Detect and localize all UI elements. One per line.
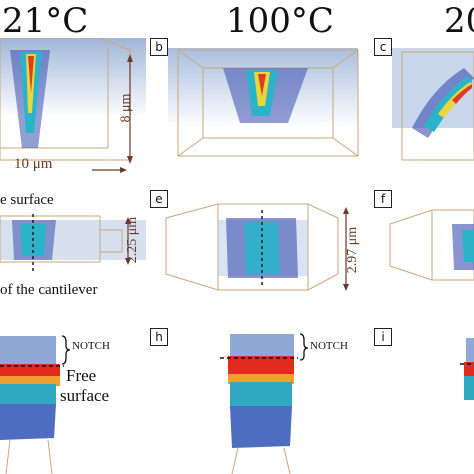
notch-annotation-g: NOTCH [72,340,110,352]
free-surface-annotation-line2: surface [60,386,110,405]
panel-f: f [372,190,474,310]
panel-label-i: i [374,328,392,346]
top-surface-annotation: e surface [0,192,54,208]
panel-i: i [372,328,474,474]
panel-label-c: c [374,38,392,56]
panel-label-b: b [150,38,168,56]
panel-c-image [392,48,474,161]
panel-h-image [220,333,309,474]
panel-a: 8 μm 10 μm [0,38,146,176]
panel-f-image [389,209,474,281]
temperature-header-100c: 100°C [226,1,334,41]
width-arrow [92,167,127,173]
cantilever-annotation: of the cantilever [0,282,98,298]
panel-label-h: h [150,328,168,346]
panel-h: h NOTCH [148,328,370,474]
panel-label-e: e [150,190,168,208]
free-surface-annotation-line1: Free [66,366,97,385]
thickness-scale-label-e: 2.25 μm [125,216,141,264]
panel-e-image [165,203,349,291]
panel-d-image [0,214,146,274]
panel-label-f: f [374,190,392,208]
panel-a-image [0,38,146,164]
panel-g-image [0,335,71,474]
panel-i-image [460,338,474,400]
temperature-header-21c: 21°C [2,1,89,41]
width-scale-label: 10 μm [14,156,53,172]
panel-e: e 2.97 μm [148,190,370,310]
panel-d: e surface 2.25 μm of the cantilever [0,190,146,310]
thickness-scale-label-f: 2.97 μm [345,226,361,274]
panel-g: NOTCH Free surface [0,328,146,474]
panel-b: b [148,38,370,176]
notch-annotation-h: NOTCH [310,340,348,352]
panel-c: c [372,38,474,176]
temperature-header-partial: 20 [444,1,474,41]
panel-b-image [168,48,359,157]
